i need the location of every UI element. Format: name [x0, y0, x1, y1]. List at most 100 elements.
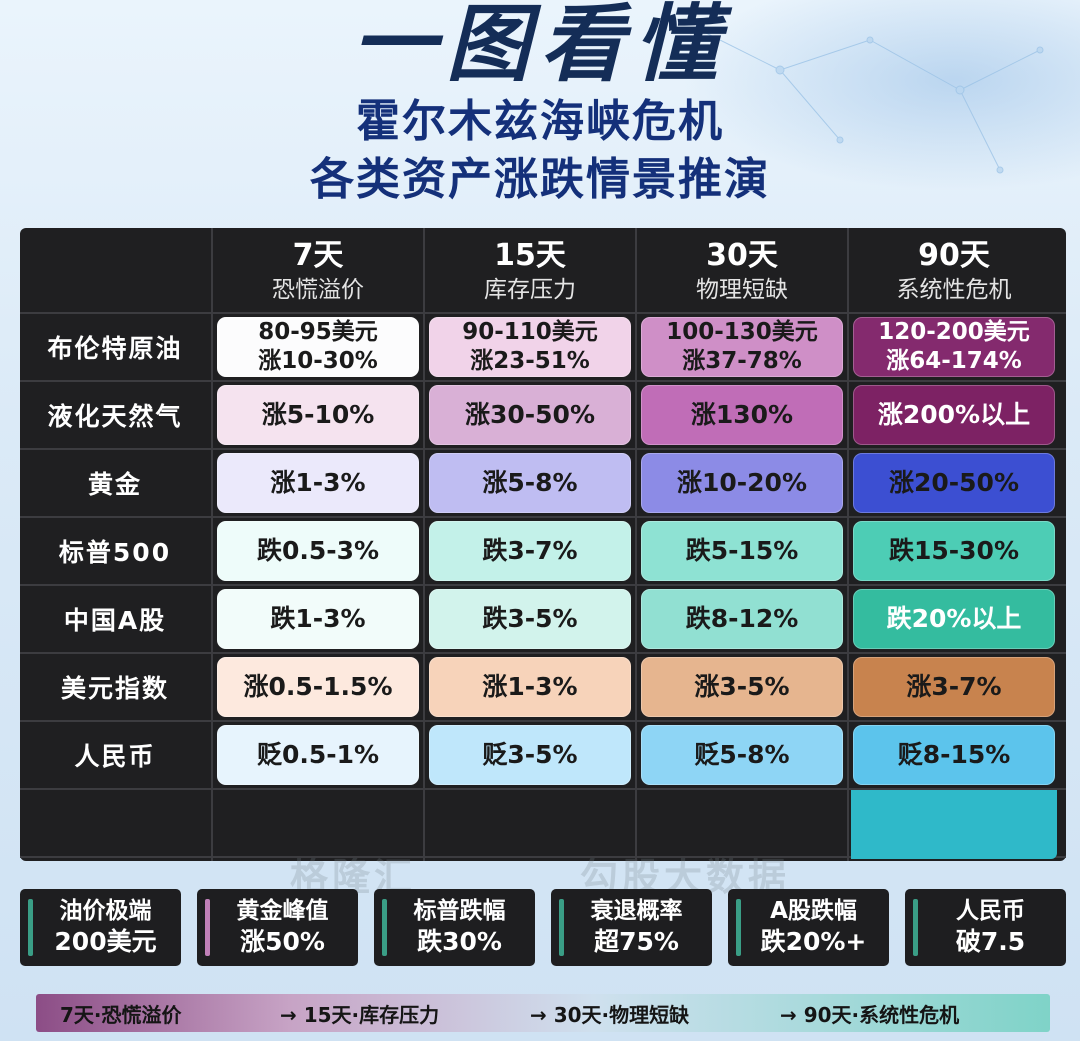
- kpi-card: 油价极端 200美元: [20, 889, 181, 966]
- grid-hline: [20, 720, 1066, 722]
- column-stage: 恐慌溢价: [272, 277, 364, 303]
- column-days: 15天: [494, 238, 566, 273]
- cell-line-1: 涨3-5%: [694, 672, 790, 701]
- kpi-label: 黄金峰值: [236, 898, 329, 924]
- kpi-card: 衰退概率超75%: [551, 889, 712, 966]
- scenario-cell: 涨3-7%: [853, 657, 1055, 717]
- grid-hline: [20, 380, 1066, 382]
- scenario-cell: 跌3-7%: [429, 521, 631, 581]
- kpi-value: 超75%: [594, 927, 679, 956]
- scenario-cell: 跌5-15%: [641, 521, 843, 581]
- scenario-cell: 涨1-3%: [217, 453, 419, 513]
- scenario-cell: 贬3-5%: [429, 725, 631, 785]
- cell-line-1: 涨200%以上: [877, 400, 1031, 429]
- cell-line-1: 贬3-5%: [482, 740, 578, 769]
- scenario-cell: 贬5-8%: [641, 725, 843, 785]
- stage-timeline: 7天·恐慌溢价 → 15天·库存压力 → 30天·物理短缺 → 90天·系统性危机: [36, 994, 1050, 1032]
- scenario-cell: 涨3-5%: [641, 657, 843, 717]
- row-label: 美元指数: [60, 674, 169, 703]
- timeline-stage: → 30天·物理短缺: [530, 1002, 690, 1027]
- column-header-1: 7天恐慌溢价: [213, 228, 423, 312]
- grid-hline: [20, 856, 1066, 858]
- column-days: 7天: [292, 238, 344, 273]
- row-label: 标普500: [58, 538, 172, 567]
- kpi-label: 油价极端: [59, 898, 152, 924]
- kpi-value: 跌20%+: [760, 927, 867, 956]
- cell-line-1: 跌3-7%: [482, 536, 578, 565]
- cell-line-2: 涨10-30%: [258, 348, 378, 374]
- kpi-accent-bar: [913, 899, 918, 956]
- kpi-value: 跌30%: [417, 927, 502, 956]
- cell-line-1: 90-110美元: [462, 319, 598, 345]
- scenario-table: 格隆汇 勾股大数据 7天 恐慌溢价 15天 库存压力 30天 物理短缺 90天 系统性危机 布伦…: [20, 228, 1066, 899]
- cell-line-1: 跌5-15%: [685, 536, 799, 565]
- kpi-card: 人民币破7.5: [905, 889, 1066, 966]
- scenario-cell: 100-130美元 涨37-78%: [641, 317, 843, 377]
- row-label: 布伦特原油: [47, 334, 183, 363]
- cell-line-1: 跌20%以上: [886, 604, 1022, 633]
- kpi-accent-bar: [28, 899, 33, 956]
- grid-hline: [20, 584, 1066, 586]
- column-header-4: 90天 系统性危机: [849, 228, 1059, 312]
- grid-vline: [635, 228, 637, 861]
- grid-hline: [20, 652, 1066, 654]
- cell-line-1: 涨20-50%: [888, 468, 1019, 497]
- cell-line-1: 涨1-3%: [270, 468, 366, 497]
- timeline-stage: 7天·恐慌溢价: [60, 1002, 182, 1027]
- kpi-value: 200美元: [54, 927, 157, 956]
- cell-line-1: 涨30-50%: [464, 400, 595, 429]
- cell-line-2: 涨37-78%: [682, 348, 802, 374]
- empty-accent-cell: [851, 790, 1057, 859]
- kpi-label: 标普跌幅: [413, 898, 506, 924]
- column-stage: 物理短缺: [696, 277, 788, 303]
- cell-line-1: 跌3-5%: [482, 604, 578, 633]
- column-stage: 库存压力: [484, 277, 576, 303]
- cell-line-1: 涨0.5-1.5%: [243, 672, 393, 701]
- kpi-accent-bar: [559, 899, 564, 956]
- timeline-stage: → 15天·库存压力: [280, 1002, 440, 1027]
- kpi-value: 涨50%: [240, 927, 325, 956]
- column-days: 90天: [918, 238, 990, 273]
- scenario-cell: 贬0.5-1%: [217, 725, 419, 785]
- cell-line-1: 贬0.5-1%: [256, 740, 380, 769]
- subtitle-line-2: 各类资产涨跌情景推演: [310, 154, 770, 205]
- cell-line-1: 跌8-12%: [685, 604, 799, 633]
- scenario-cell: 涨10-20%: [641, 453, 843, 513]
- row-label: 液化天然气: [47, 402, 183, 431]
- kpi-label: 衰退概率: [590, 898, 683, 924]
- column-header-2: 15天库存压力: [425, 228, 635, 312]
- column-header-3: 30天 物理短缺: [637, 228, 847, 312]
- cell-line-1: 涨5-10%: [261, 400, 375, 429]
- row-label: 黄金: [87, 470, 142, 499]
- kpi-card: 黄金峰值涨50%: [197, 889, 358, 966]
- grid-vline: [423, 228, 425, 861]
- scenario-cell: 涨200%以上: [853, 385, 1055, 445]
- scenario-cell: 跌0.5-3%: [217, 521, 419, 581]
- grid-hline: [20, 516, 1066, 518]
- timeline-stage: → 90天·系统性危机: [780, 1002, 960, 1027]
- kpi-label: 人民币: [956, 898, 1025, 924]
- scenario-cell: 跌3-5%: [429, 589, 631, 649]
- kpi-value: 破7.5: [955, 927, 1026, 956]
- scenario-cell: 跌1-3%: [217, 589, 419, 649]
- kpi-accent-bar: [205, 899, 210, 956]
- cell-line-1: 120-200美元: [878, 319, 1030, 345]
- scenario-cell: 跌15-30%: [853, 521, 1055, 581]
- scenario-cell: 贬8-15%: [853, 725, 1055, 785]
- cell-line-1: 贬5-8%: [694, 740, 790, 769]
- scenario-cell: 涨30-50%: [429, 385, 631, 445]
- cell-line-1: 80-95美元: [258, 319, 378, 345]
- subtitle-line-1: 霍尔木兹海峡危机: [356, 96, 724, 147]
- grid-hline: [20, 788, 1066, 790]
- row-label: 中国A股: [63, 606, 167, 635]
- kpi-card: A股跌幅 跌20%+: [728, 889, 889, 966]
- scenario-cell: 涨1-3%: [429, 657, 631, 717]
- cell-line-1: 涨1-3%: [482, 672, 578, 701]
- kpi-card: 标普跌幅跌30%: [374, 889, 535, 966]
- scenario-cell: 涨0.5-1.5%: [217, 657, 419, 717]
- grid-hline: [20, 312, 1066, 314]
- cell-line-2: 涨23-51%: [470, 348, 590, 374]
- kpi-accent-bar: [382, 899, 387, 956]
- headline-title: 一图看懂: [351, 0, 728, 93]
- scenario-cell: 涨5-10%: [217, 385, 419, 445]
